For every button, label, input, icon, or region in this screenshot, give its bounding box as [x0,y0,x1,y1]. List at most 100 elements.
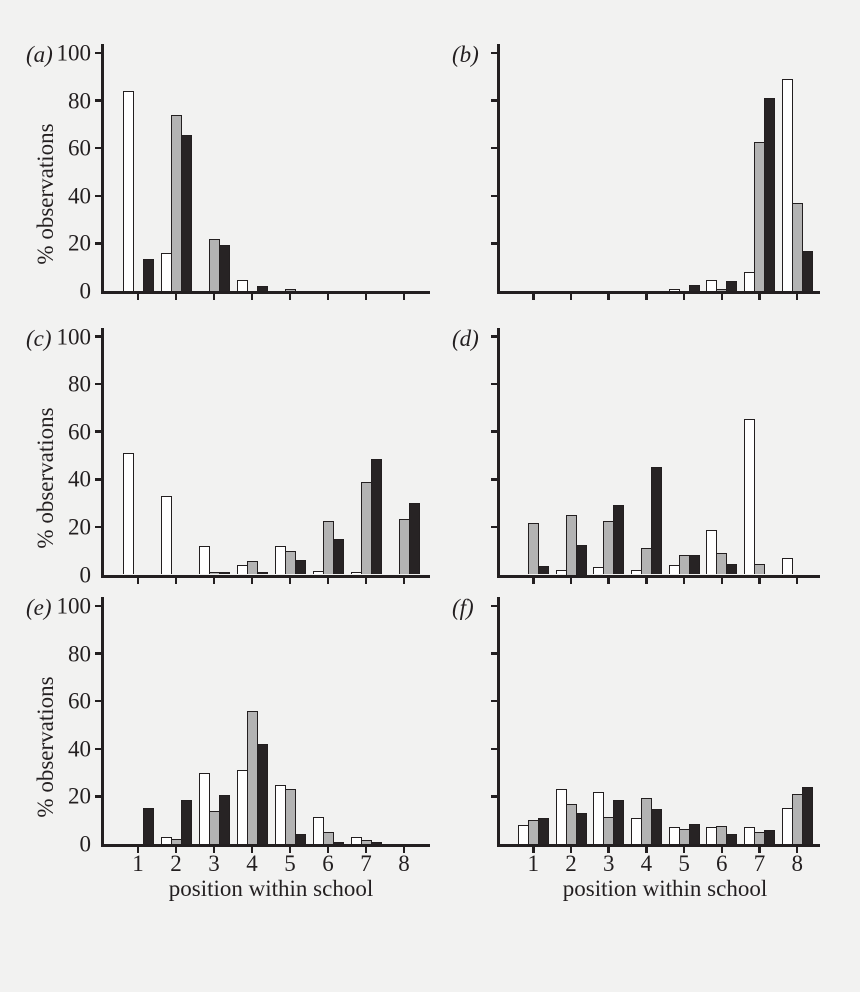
y-tick-label-a-20: 20 [68,230,91,256]
x-tick-e-4 [250,847,254,853]
x-tick-f-4 [645,847,648,853]
x-tick-a-6 [326,294,330,300]
y-tick-a-60 [94,146,101,150]
bar-c-pos5-black [294,560,306,575]
y-tick-f-100 [490,604,497,608]
bar-b-pos8-black [801,250,813,291]
y-axis-title-a: % observations [33,123,58,265]
x-tick-label-e-8: 8 [398,851,410,876]
x-tick-label-f-3: 3 [602,851,615,876]
y-tick-label-c-40: 40 [68,466,91,492]
x-tick-e-3 [212,847,216,853]
y-tick-c-60 [94,430,101,433]
x-tick-b-7 [758,294,761,300]
y-tick-b-80 [490,99,497,102]
x-tick-d-4 [645,577,648,584]
y-tick-label-a-60: 60 [68,135,91,161]
y-axis-b [496,44,500,294]
bar-e-pos6-white [312,816,324,844]
y-tick-label-e-100: 100 [56,593,92,619]
x-tick-b-3 [607,294,610,300]
x-tick-a-1 [136,294,140,300]
x-tick-a-7 [364,294,368,300]
y-tick-f-40 [490,747,497,751]
y-tick-b-100 [490,51,497,55]
bar-d-pos3-black [613,505,625,575]
x-tick-d-7 [758,577,761,584]
bar-e-pos7-black [370,841,382,844]
x-tick-d-8 [795,577,799,584]
x-tick-b-8 [795,294,799,300]
bar-c-pos7-black [370,459,382,575]
y-axis-title-e: % observations [33,676,58,818]
y-axis-e [100,597,104,847]
y-tick-b-40 [490,194,497,198]
x-tick-label-e-2: 2 [170,851,182,876]
bar-c-pos8-black [408,503,420,575]
y-tick-label-a-0: 0 [79,278,92,304]
x-tick-f-6 [720,847,724,853]
y-axis-f [496,597,500,847]
bar-c-pos1-white [122,453,134,575]
x-tick-label-f-6: 6 [716,851,728,876]
x-axis-b [496,291,820,294]
bar-e-pos5-grey [284,789,296,844]
bar-c-pos4-black [256,572,268,575]
panel-letter-b: (b) [452,42,479,67]
bar-d-pos1-black [537,566,549,575]
x-tick-d-1 [532,577,535,584]
bar-c-pos4-grey [246,561,258,575]
y-axis-d [496,327,500,578]
bar-d-pos2-black [575,544,587,575]
bar-f-pos8-black [801,786,813,844]
x-tick-d-5 [682,577,686,584]
y-tick-a-80 [94,99,101,102]
y-tick-label-a-100: 100 [56,40,92,66]
x-tick-d-3 [607,577,610,584]
x-axis-c [100,574,430,578]
bar-f-pos7-black [764,829,775,844]
bar-e-pos3-black [218,795,230,844]
bar-a-pos1-white [122,91,134,291]
x-axis-title-f: position within school [562,876,768,901]
y-tick-label-e-20: 20 [68,783,91,809]
y-tick-e-20 [94,795,101,798]
x-tick-c-1 [136,577,140,584]
y-tick-b-60 [490,146,497,150]
bar-e-pos4-black [256,744,268,844]
x-tick-c-3 [212,577,216,584]
x-tick-label-f-2: 2 [565,851,577,876]
bar-d-pos6-white [706,530,718,575]
x-tick-b-4 [645,294,648,300]
x-axis-d [496,574,820,578]
x-tick-a-4 [250,294,254,300]
bar-d-pos1-grey [527,523,539,575]
bar-d-pos4-black [650,467,662,575]
bar-b-pos8-white [781,79,793,291]
bar-c-pos6-black [332,538,344,575]
y-tick-f-20 [490,795,497,798]
panel-letter-d: (d) [452,325,479,351]
panel-letter-a: (a) [26,42,53,67]
bar-a-pos4-white [236,280,248,291]
bar-d-pos6-black [726,563,738,575]
y-tick-label-c-60: 60 [68,419,91,445]
x-tick-f-8 [795,847,799,853]
x-tick-d-2 [569,577,573,584]
y-axis-a [100,44,104,294]
x-tick-label-e-6: 6 [322,851,334,876]
bar-e-pos6-black [332,841,344,844]
bar-f-pos1-black [537,817,549,844]
y-tick-c-80 [94,382,101,386]
bar-f-pos2-black [575,813,587,844]
y-tick-label-a-40: 40 [68,183,91,209]
x-tick-f-7 [758,847,761,853]
y-tick-a-20 [94,242,101,245]
y-tick-f-60 [490,699,497,703]
x-tick-a-3 [212,294,216,300]
bar-f-pos5-black [688,823,700,844]
y-tick-d-100 [490,335,497,338]
x-tick-e-5 [288,847,292,853]
y-tick-c-20 [94,525,101,529]
